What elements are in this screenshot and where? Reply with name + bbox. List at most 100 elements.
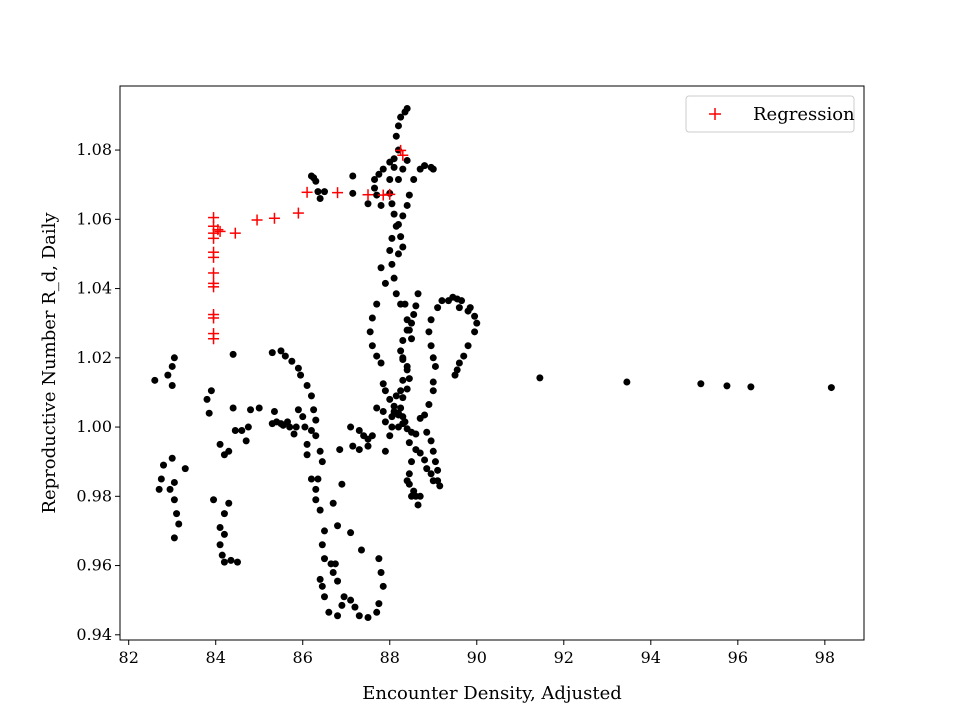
- data-point: [151, 376, 159, 384]
- regression-point: [292, 207, 304, 219]
- data-point: [268, 349, 276, 357]
- regression-point: [208, 267, 220, 279]
- data-point: [297, 371, 305, 379]
- regression-point: [395, 144, 407, 156]
- data-point: [227, 556, 235, 564]
- data-point: [399, 376, 407, 384]
- data-point: [290, 430, 298, 438]
- data-point: [312, 432, 320, 440]
- data-point: [338, 601, 346, 609]
- data-point: [434, 466, 442, 474]
- data-point: [216, 541, 224, 549]
- data-point: [303, 382, 311, 390]
- data-point: [429, 165, 437, 173]
- data-point: [375, 555, 383, 563]
- x-tick-label: 94: [641, 648, 661, 667]
- regression-point: [212, 224, 224, 236]
- data-point: [357, 546, 365, 554]
- data-point: [349, 189, 357, 197]
- regression-point: [208, 333, 220, 345]
- data-point: [431, 362, 439, 370]
- data-point: [160, 461, 168, 469]
- data-point: [390, 402, 398, 410]
- data-point: [421, 411, 429, 419]
- data-point: [421, 456, 429, 464]
- regression-point: [208, 232, 220, 244]
- x-tick-label: 88: [380, 648, 400, 667]
- data-point: [399, 336, 407, 344]
- data-point: [723, 382, 731, 390]
- data-point: [471, 328, 479, 336]
- data-point: [405, 326, 413, 334]
- data-point: [364, 200, 372, 208]
- data-point: [403, 156, 411, 164]
- data-point: [397, 113, 405, 121]
- x-tick-label: 96: [728, 648, 748, 667]
- x-axis-title: Encounter Density, Adjusted: [362, 683, 622, 704]
- data-point: [242, 437, 250, 445]
- data-point: [386, 175, 394, 183]
- data-point: [399, 243, 407, 251]
- data-point: [397, 404, 405, 412]
- data-point: [168, 382, 176, 390]
- x-axis-ticks: 82 84 86 88 90 92 94 96 98: [119, 640, 835, 667]
- y-tick-label: 1.08: [76, 140, 112, 159]
- data-point: [408, 335, 416, 343]
- data-point: [338, 480, 346, 488]
- x-tick-label: 86: [293, 648, 313, 667]
- data-point: [238, 427, 246, 435]
- data-point: [320, 593, 328, 601]
- data-point: [220, 530, 228, 538]
- data-point: [412, 430, 420, 438]
- data-point: [455, 359, 463, 367]
- data-point: [423, 428, 431, 436]
- data-point: [233, 558, 241, 566]
- data-point: [170, 478, 178, 486]
- data-point: [379, 165, 387, 173]
- data-point: [281, 352, 289, 360]
- data-point: [747, 383, 755, 391]
- data-point: [336, 446, 344, 454]
- data-point: [405, 191, 413, 199]
- legend-box: [685, 95, 855, 133]
- regression-point: [268, 212, 280, 224]
- data-point: [388, 234, 396, 242]
- data-point: [377, 568, 385, 576]
- data-point: [397, 233, 405, 241]
- legend: Regression: [685, 95, 855, 133]
- data-point: [392, 392, 400, 400]
- regression-point: [251, 214, 263, 226]
- y-tick-label: 0.94: [76, 625, 112, 644]
- data-point: [247, 406, 255, 414]
- plot-frame: [119, 85, 865, 641]
- legend-marker-plus: [709, 108, 721, 120]
- data-point: [312, 416, 320, 424]
- data-point: [423, 465, 431, 473]
- data-point: [325, 608, 333, 616]
- data-point: [316, 195, 324, 203]
- data-point: [388, 200, 396, 208]
- data-point: [216, 440, 224, 448]
- regression-point: [229, 227, 241, 239]
- data-point: [218, 551, 226, 559]
- data-point: [294, 364, 302, 372]
- data-point: [386, 432, 394, 440]
- data-point: [386, 395, 394, 403]
- data-point: [386, 246, 394, 254]
- data-point: [436, 482, 444, 490]
- data-point: [373, 191, 381, 199]
- data-point: [170, 496, 178, 504]
- data-point: [464, 342, 472, 350]
- data-point: [390, 210, 398, 218]
- data-point: [394, 122, 402, 130]
- data-point: [416, 492, 424, 500]
- regression-point: [397, 149, 409, 161]
- data-point: [414, 501, 422, 509]
- data-point: [349, 172, 357, 180]
- data-point: [401, 300, 409, 308]
- data-point: [355, 446, 363, 454]
- data-point: [373, 352, 381, 360]
- regression-point: [332, 187, 344, 199]
- data-point: [168, 454, 176, 462]
